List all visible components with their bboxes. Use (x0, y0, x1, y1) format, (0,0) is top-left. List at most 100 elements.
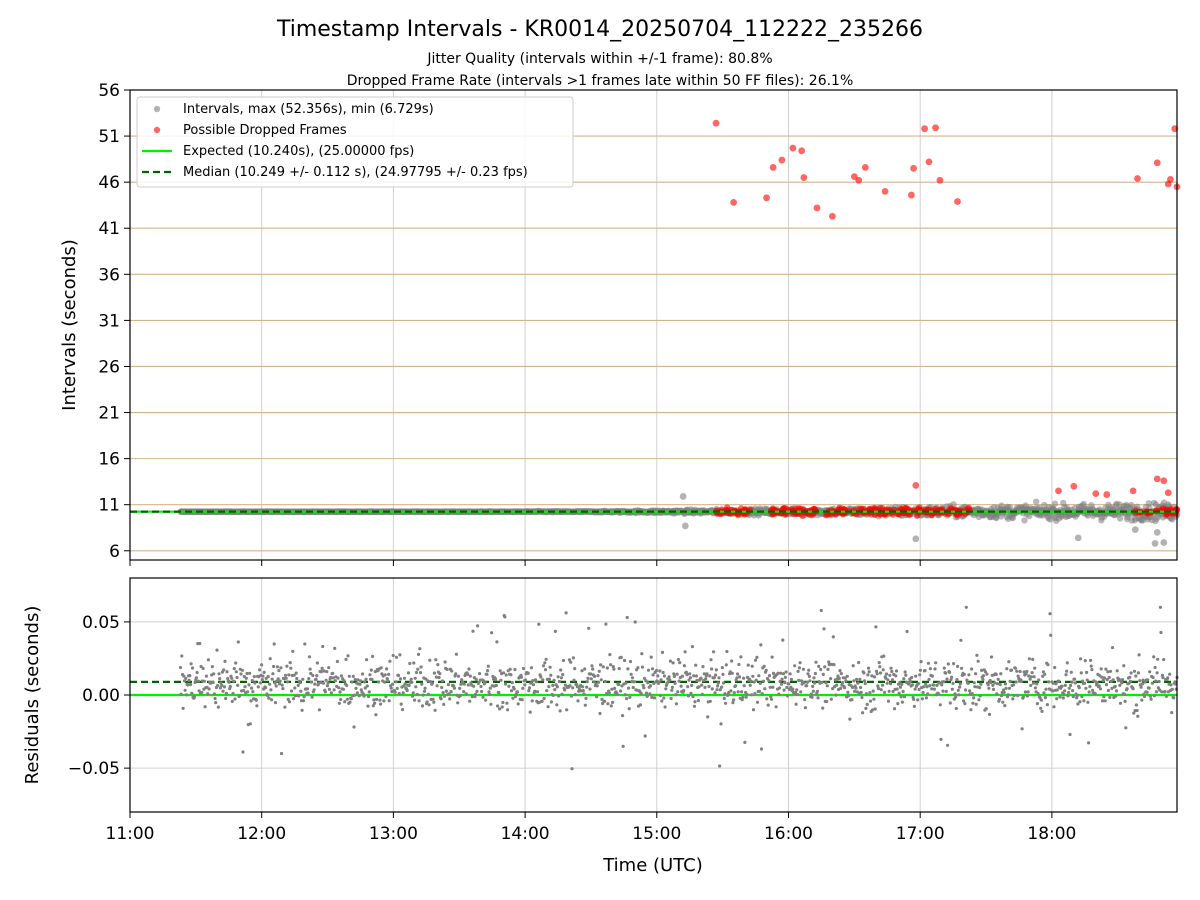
residual-point (420, 704, 425, 708)
residual-point (847, 694, 851, 698)
residual-point (1004, 686, 1008, 691)
residual-point (1001, 700, 1005, 704)
residual-point (866, 666, 871, 670)
interval-outlier-point (681, 522, 689, 530)
residual-point (261, 674, 265, 678)
residual-point (994, 672, 998, 677)
residual-point (1087, 690, 1091, 694)
residual-point (1128, 675, 1132, 679)
residual-point (712, 650, 716, 654)
chart-subtitle-jitter: Jitter Quality (intervals within +/-1 fr… (426, 51, 772, 67)
residual-point (1108, 669, 1113, 673)
residual-point (864, 692, 869, 696)
residual-point (417, 699, 421, 703)
residual-point (1027, 657, 1031, 661)
residual-point (1042, 691, 1046, 695)
interval-outlier-point (1160, 539, 1168, 546)
residual-point (506, 708, 510, 712)
residual-point (1060, 684, 1064, 688)
residual-point (895, 687, 899, 691)
residual-point (244, 676, 248, 680)
residual-point (607, 691, 611, 695)
residual-point (1027, 674, 1031, 678)
residuals-ytick-label: 0.00 (82, 686, 120, 706)
residual-point (995, 692, 999, 696)
residual-point (1062, 692, 1066, 697)
residual-point (384, 695, 388, 699)
residual-point (924, 696, 929, 700)
residual-point (583, 703, 587, 707)
residual-point (1170, 711, 1174, 715)
residual-point (207, 687, 211, 691)
residual-point (213, 696, 217, 701)
residual-point (989, 655, 994, 659)
residual-point (230, 699, 234, 704)
residual-point (1014, 680, 1018, 684)
residual-point (1036, 692, 1040, 696)
residual-point (910, 675, 914, 680)
residual-point (523, 678, 528, 682)
intervals-ytick-label: 26 (98, 357, 120, 377)
residual-point (779, 671, 783, 675)
residual-point (1067, 690, 1071, 695)
residual-point (934, 661, 938, 665)
residual-point (315, 661, 319, 665)
residual-point (329, 691, 333, 695)
residual-point (1015, 669, 1019, 673)
residual-point (559, 676, 564, 680)
residual-point (716, 681, 720, 685)
residual-point (981, 677, 985, 682)
dropped-frame-point (1153, 475, 1161, 483)
residual-point (246, 690, 250, 694)
residual-point (444, 689, 448, 693)
dropped-frame-point (1129, 487, 1137, 495)
residual-point (266, 674, 270, 679)
residual-point (586, 676, 590, 681)
residual-point (718, 688, 722, 692)
residual-point (284, 676, 288, 680)
residual-point (1123, 699, 1127, 704)
dropped-frame-point (921, 125, 928, 133)
dropped-frame-point (828, 212, 836, 220)
residual-point (387, 672, 391, 677)
residual-point (999, 672, 1003, 676)
residual-point (788, 672, 792, 676)
residual-point (440, 685, 444, 690)
residual-point (1085, 678, 1089, 682)
residual-point (1142, 694, 1146, 699)
residual-point (716, 684, 720, 688)
residual-point (1118, 701, 1123, 705)
residual-point (857, 660, 861, 665)
residual-point (310, 695, 314, 699)
residual-point (724, 701, 728, 705)
residual-point (505, 701, 509, 705)
residual-point (1149, 697, 1153, 701)
residual-point (398, 653, 402, 657)
residual-point (1154, 690, 1158, 694)
residual-point (215, 648, 219, 652)
residual-point (825, 699, 829, 704)
residual-point (323, 690, 327, 694)
residual-point (667, 675, 671, 679)
residual-point (418, 647, 422, 651)
residual-point (452, 686, 456, 690)
residual-point (1041, 674, 1045, 678)
residual-point (856, 681, 860, 685)
residual-point (188, 674, 192, 678)
residual-point (650, 667, 655, 671)
residual-point (339, 697, 343, 702)
residual-point (234, 661, 238, 665)
residual-point (289, 689, 294, 693)
residual-point (472, 676, 476, 680)
residual-point (682, 664, 687, 668)
dropped-frame-point (800, 174, 808, 181)
interval-point (1080, 500, 1087, 508)
residual-point (1153, 665, 1157, 670)
residual-point (694, 674, 699, 678)
residual-point (998, 682, 1002, 687)
residual-point (859, 685, 863, 690)
residual-point (951, 681, 955, 686)
residual-point (769, 697, 774, 701)
residual-point (329, 675, 333, 680)
residual-point (839, 686, 843, 691)
